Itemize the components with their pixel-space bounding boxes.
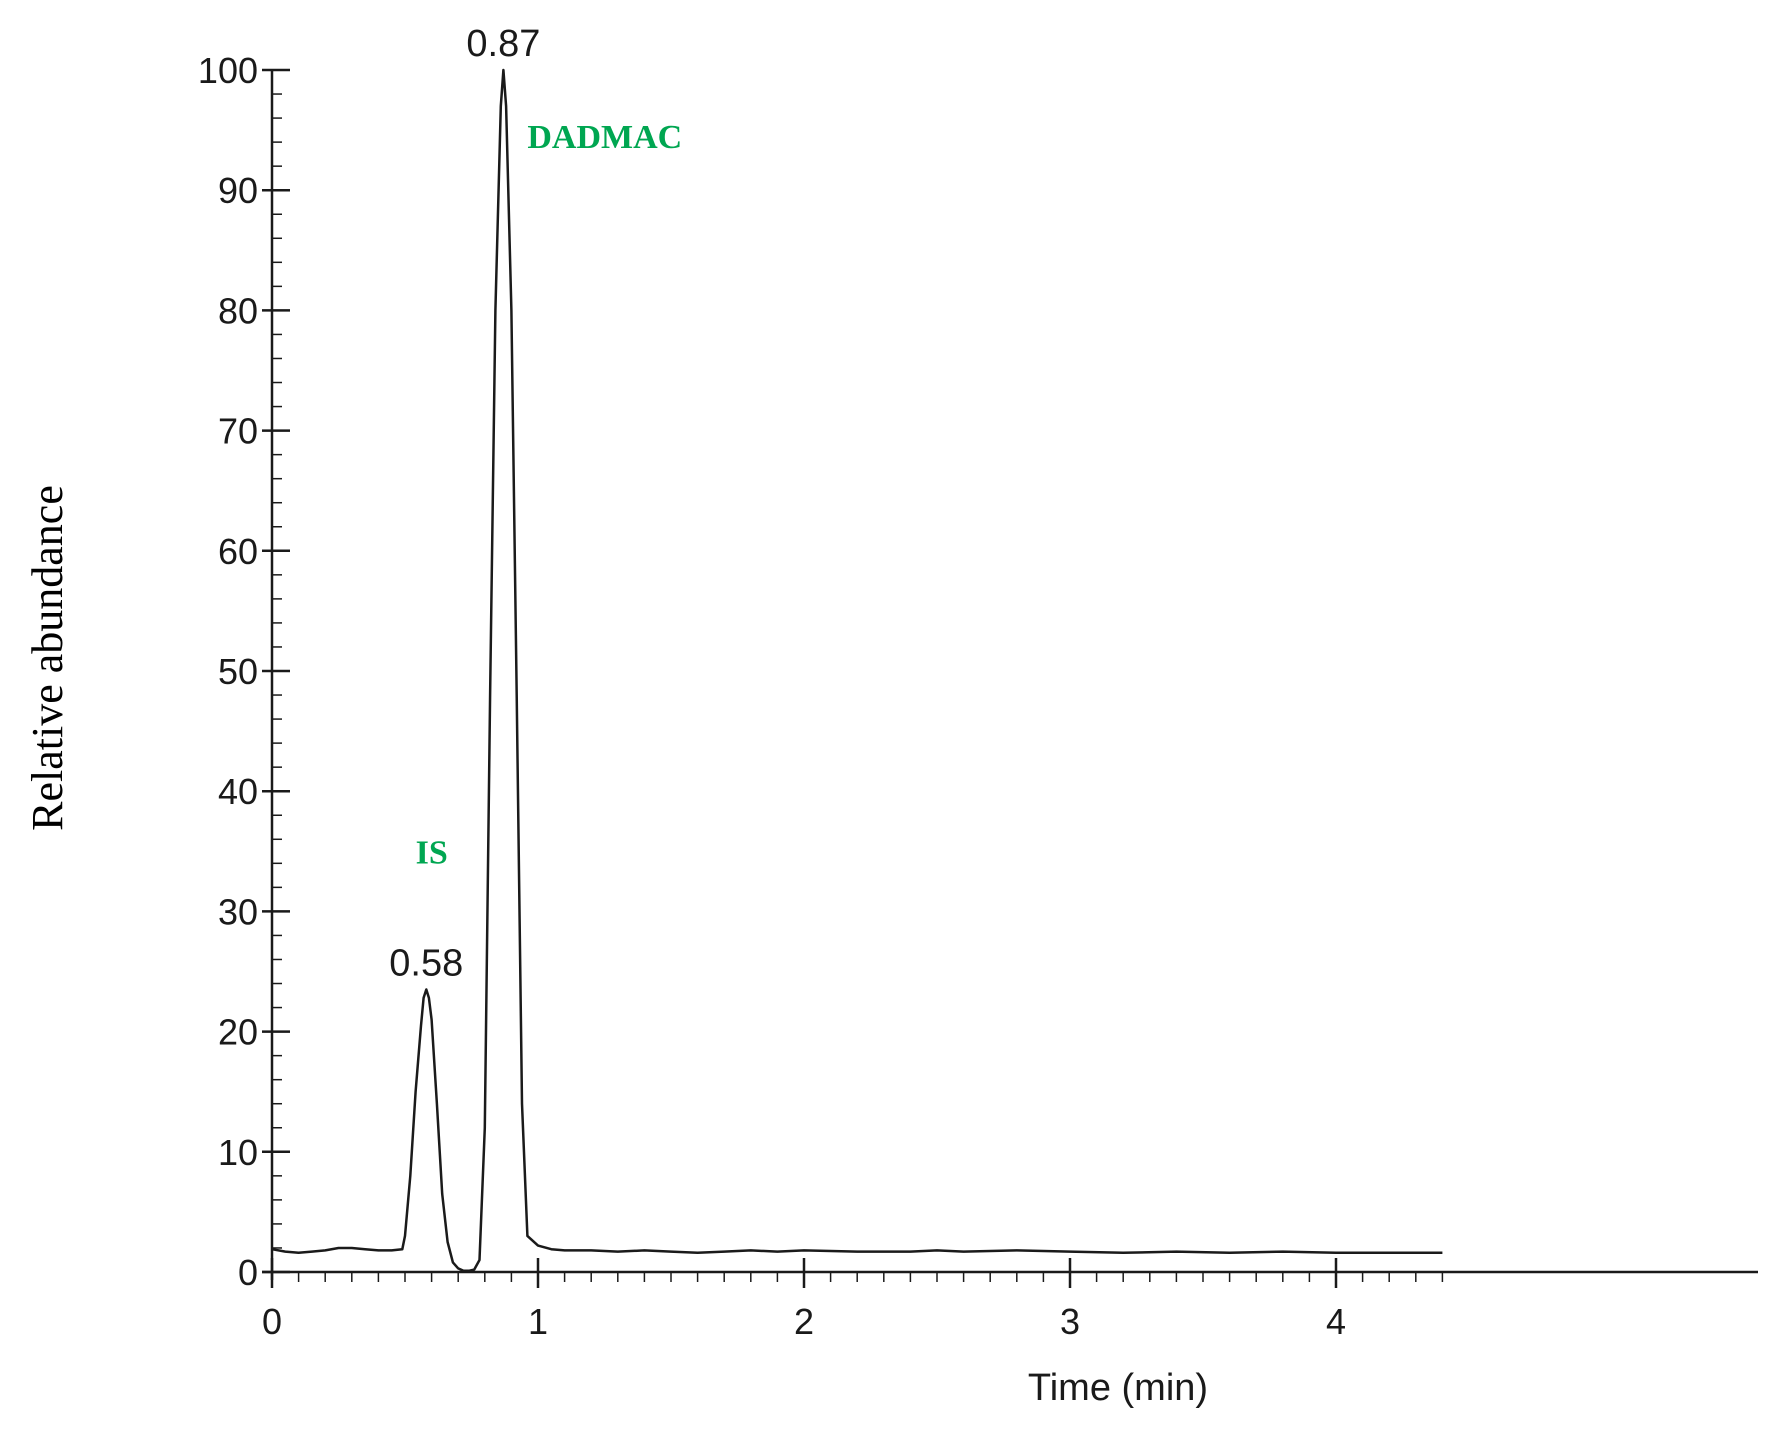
x-tick-label: 0 <box>262 1301 282 1342</box>
y-tick-label: 10 <box>218 1132 258 1173</box>
y-tick-label: 100 <box>198 50 258 91</box>
y-tick-label: 90 <box>218 170 258 211</box>
y-tick-label: 60 <box>218 531 258 572</box>
y-tick-labels: 0 10 20 30 40 50 60 70 80 90 100 <box>198 50 258 1293</box>
y-tick-label: 40 <box>218 771 258 812</box>
peak-label: 0.58 <box>389 943 463 985</box>
series-line <box>271 68 1443 1273</box>
y-tick-label: 30 <box>218 891 258 932</box>
compound-label: DADMAC <box>527 119 682 156</box>
x-tick-label: 3 <box>1060 1301 1080 1342</box>
minor-ticks <box>271 69 1444 1282</box>
x-tick-label: 4 <box>1326 1301 1346 1342</box>
peak-label: 0.87 <box>466 23 540 65</box>
compound-label: IS <box>416 834 448 871</box>
y-tick-label: 20 <box>218 1012 258 1053</box>
y-tick-label: 50 <box>218 651 258 692</box>
x-tick-label: 2 <box>794 1301 814 1342</box>
y-tick-label: 0 <box>238 1252 258 1293</box>
x-tick-labels: 0 1 2 3 4 <box>262 1301 1346 1342</box>
compound-annotations: DADMAC IS <box>416 119 683 871</box>
y-tick-label: 70 <box>218 411 258 452</box>
peak-labels: 0.87 0.58 <box>389 23 540 985</box>
x-tick-label: 1 <box>528 1301 548 1342</box>
y-axis-title: Relative abundance <box>23 485 72 831</box>
major-ticks <box>262 68 1338 1288</box>
x-axis-title: Time (min) <box>1028 1367 1208 1409</box>
y-tick-label: 80 <box>218 290 258 331</box>
